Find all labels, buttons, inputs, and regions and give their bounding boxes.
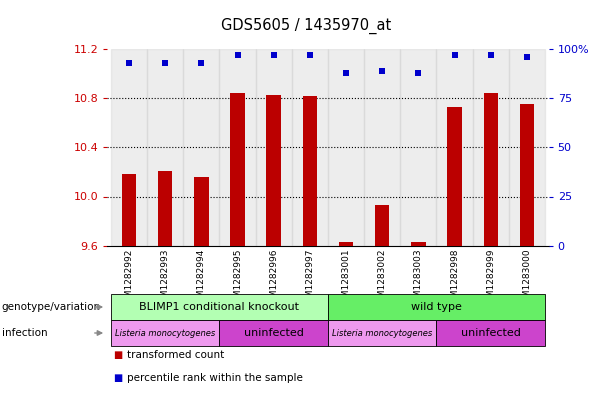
Point bbox=[450, 52, 460, 58]
Bar bbox=[375, 205, 389, 246]
Text: Listeria monocytogenes: Listeria monocytogenes bbox=[115, 329, 215, 338]
Bar bbox=[219, 49, 256, 246]
Point bbox=[522, 54, 532, 60]
Point bbox=[378, 68, 387, 74]
Bar bbox=[509, 49, 545, 246]
Point bbox=[305, 52, 314, 58]
Bar bbox=[520, 105, 534, 246]
Point bbox=[196, 60, 206, 66]
Text: BLIMP1 conditional knockout: BLIMP1 conditional knockout bbox=[139, 302, 299, 312]
Bar bbox=[292, 49, 328, 246]
Bar bbox=[111, 49, 147, 246]
Text: Listeria monocytogenes: Listeria monocytogenes bbox=[332, 329, 432, 338]
Point bbox=[232, 52, 242, 58]
Point bbox=[341, 70, 351, 76]
Bar bbox=[328, 49, 364, 246]
Text: transformed count: transformed count bbox=[127, 350, 224, 360]
Bar bbox=[473, 49, 509, 246]
Bar bbox=[256, 49, 292, 246]
Text: percentile rank within the sample: percentile rank within the sample bbox=[127, 373, 303, 383]
Bar bbox=[194, 177, 208, 246]
Bar bbox=[230, 93, 245, 246]
Bar bbox=[303, 96, 317, 246]
Text: ■: ■ bbox=[113, 373, 123, 383]
Bar bbox=[364, 49, 400, 246]
Text: GDS5605 / 1435970_at: GDS5605 / 1435970_at bbox=[221, 18, 392, 34]
Bar bbox=[183, 49, 219, 246]
Point bbox=[414, 70, 424, 76]
Bar bbox=[484, 93, 498, 246]
Bar bbox=[267, 95, 281, 246]
Bar bbox=[436, 49, 473, 246]
Bar bbox=[158, 171, 172, 246]
Point bbox=[124, 60, 134, 66]
Text: ■: ■ bbox=[113, 350, 123, 360]
Bar bbox=[339, 242, 353, 246]
Bar bbox=[122, 174, 136, 246]
Text: uninfected: uninfected bbox=[244, 328, 303, 338]
Text: wild type: wild type bbox=[411, 302, 462, 312]
Bar bbox=[400, 49, 436, 246]
Point bbox=[268, 52, 278, 58]
Bar bbox=[147, 49, 183, 246]
Text: genotype/variation: genotype/variation bbox=[2, 302, 101, 312]
Text: infection: infection bbox=[2, 328, 47, 338]
Bar bbox=[447, 107, 462, 246]
Point bbox=[160, 60, 170, 66]
Text: uninfected: uninfected bbox=[461, 328, 520, 338]
Point bbox=[486, 52, 496, 58]
Bar bbox=[411, 242, 425, 246]
